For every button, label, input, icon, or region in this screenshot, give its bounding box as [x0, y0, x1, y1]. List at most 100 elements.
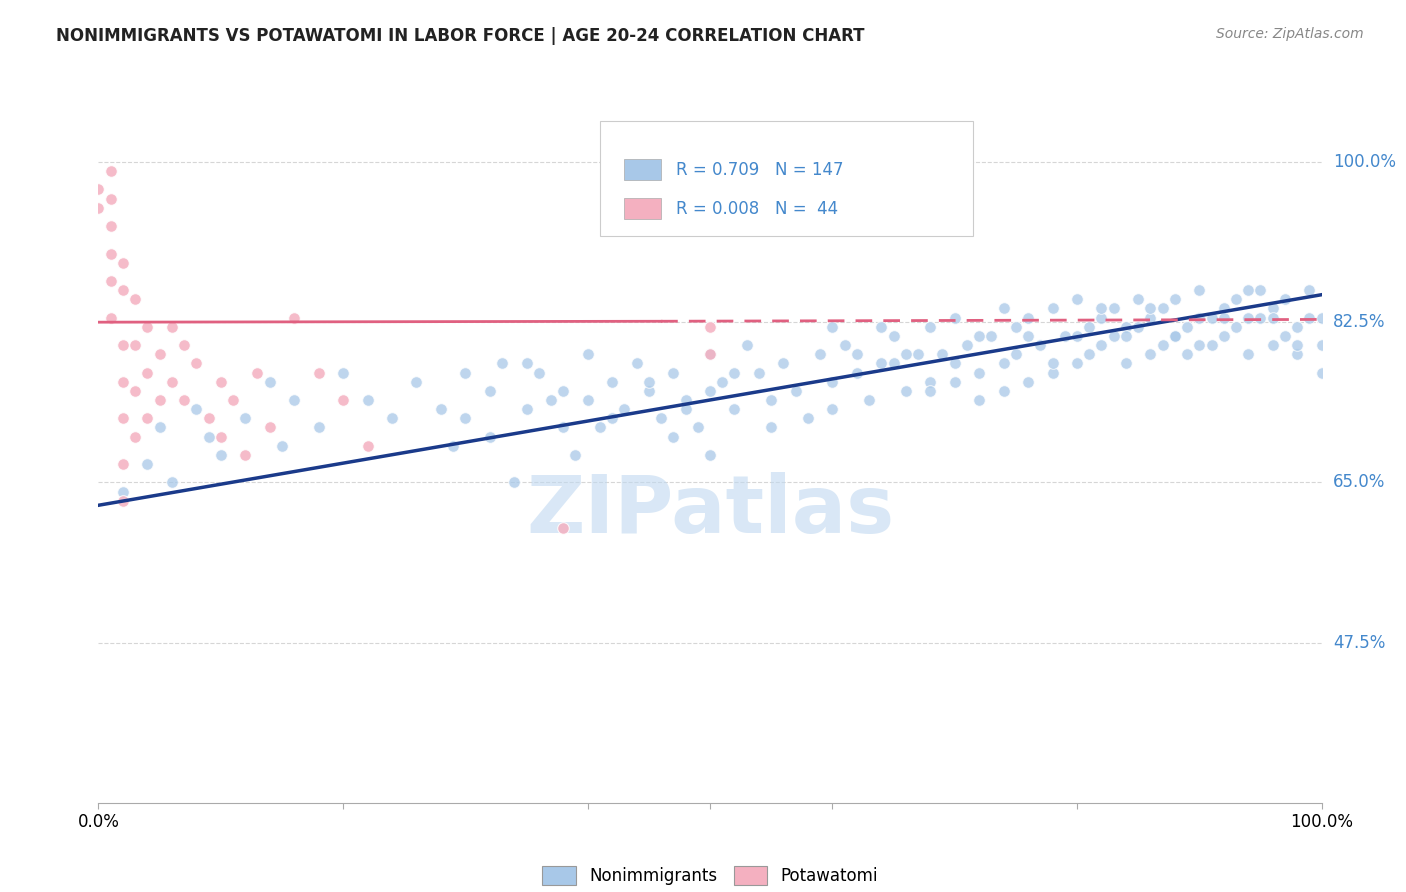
Point: [1237, 310, 1260, 325]
Point: [1139, 301, 1161, 316]
Point: [870, 356, 893, 370]
Point: [100, 310, 122, 325]
Point: [967, 366, 990, 380]
Point: [111, 338, 134, 352]
Point: [233, 411, 256, 425]
Point: [858, 392, 880, 407]
Point: [675, 402, 697, 417]
Point: [785, 384, 807, 398]
FancyBboxPatch shape: [624, 198, 661, 219]
Point: [943, 310, 966, 325]
Point: [197, 429, 219, 443]
Point: [430, 402, 453, 417]
Point: [160, 475, 183, 490]
Point: [1286, 319, 1309, 334]
Point: [600, 411, 623, 425]
Point: [1152, 301, 1174, 316]
Point: [576, 392, 599, 407]
FancyBboxPatch shape: [624, 160, 661, 180]
Point: [1298, 283, 1320, 297]
Point: [662, 366, 685, 380]
Point: [124, 338, 146, 352]
Point: [1261, 338, 1284, 352]
Point: [1188, 283, 1211, 297]
Text: Source: ZipAtlas.com: Source: ZipAtlas.com: [1216, 27, 1364, 41]
Point: [1164, 329, 1187, 343]
Point: [186, 356, 208, 370]
Point: [1201, 338, 1223, 352]
Point: [149, 392, 172, 407]
Point: [1102, 301, 1125, 316]
Point: [160, 319, 183, 334]
Point: [1139, 310, 1161, 325]
Point: [1188, 310, 1211, 325]
Point: [883, 329, 905, 343]
Point: [356, 392, 378, 407]
Point: [491, 356, 513, 370]
Text: 47.5%: 47.5%: [1333, 633, 1385, 651]
Point: [308, 366, 330, 380]
Point: [1066, 356, 1088, 370]
Point: [1128, 319, 1150, 334]
FancyBboxPatch shape: [600, 121, 973, 235]
Point: [1286, 347, 1309, 361]
Point: [1102, 329, 1125, 343]
Point: [943, 375, 966, 389]
Point: [699, 347, 721, 361]
Point: [761, 392, 783, 407]
Point: [1017, 329, 1039, 343]
Point: [1225, 319, 1247, 334]
Point: [1261, 310, 1284, 325]
Point: [613, 402, 636, 417]
Point: [1175, 319, 1198, 334]
Point: [136, 366, 159, 380]
Point: [136, 457, 159, 471]
Point: [1274, 329, 1296, 343]
Point: [1066, 329, 1088, 343]
Point: [160, 375, 183, 389]
Point: [100, 192, 122, 206]
Point: [761, 420, 783, 434]
Point: [246, 366, 269, 380]
Point: [1004, 319, 1026, 334]
Text: R = 0.709   N = 147: R = 0.709 N = 147: [676, 161, 844, 178]
Point: [894, 347, 917, 361]
Point: [1175, 347, 1198, 361]
Point: [993, 301, 1015, 316]
Point: [1090, 301, 1112, 316]
Point: [1115, 329, 1137, 343]
Point: [356, 439, 378, 453]
Point: [441, 439, 464, 453]
Point: [222, 392, 245, 407]
Point: [1261, 301, 1284, 316]
Point: [956, 338, 979, 352]
Point: [626, 356, 648, 370]
Point: [600, 375, 623, 389]
Point: [711, 375, 734, 389]
Point: [503, 475, 526, 490]
Point: [308, 420, 330, 434]
Point: [1225, 293, 1247, 307]
Point: [111, 255, 134, 269]
Point: [111, 493, 134, 508]
Point: [821, 375, 844, 389]
Point: [920, 375, 942, 389]
Point: [100, 274, 122, 288]
Point: [111, 375, 134, 389]
Point: [662, 429, 685, 443]
Point: [1286, 338, 1309, 352]
Point: [1139, 347, 1161, 361]
Point: [111, 411, 134, 425]
Point: [197, 411, 219, 425]
Point: [920, 319, 942, 334]
Point: [845, 366, 868, 380]
Point: [1078, 319, 1101, 334]
Text: 82.5%: 82.5%: [1333, 313, 1385, 331]
Point: [564, 448, 586, 462]
Point: [186, 402, 208, 417]
Point: [1017, 310, 1039, 325]
Point: [124, 384, 146, 398]
Point: [553, 420, 575, 434]
Point: [637, 375, 661, 389]
Point: [967, 329, 990, 343]
